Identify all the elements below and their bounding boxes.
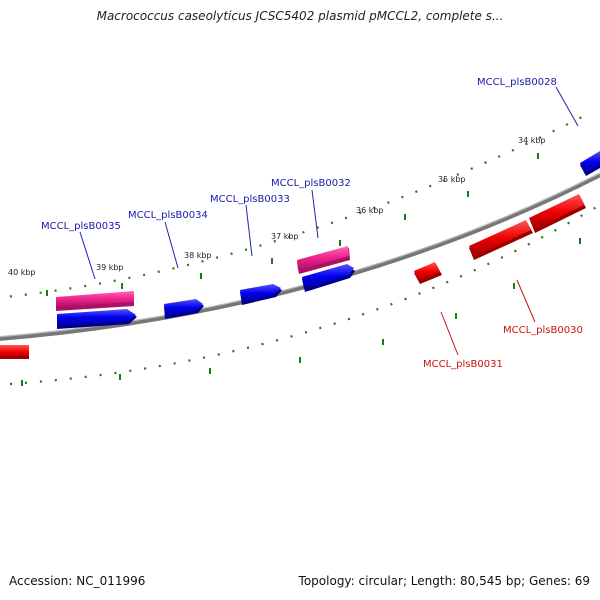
gene-red-left-edge-arrow — [0, 345, 29, 359]
scale-label-38kbp: 38 kbp — [184, 251, 212, 260]
gene-label-mccl-plsb0032: MCCL_plsB0032 — [271, 178, 351, 189]
label-connectors — [79, 86, 579, 356]
scale-label-36kbp: 36 kbp — [356, 206, 384, 215]
gene-label-mccl-plsb0034: MCCL_plsB0034 — [128, 210, 208, 221]
pink-feature-37kbp — [297, 246, 350, 274]
gene-label-mccl-plsb0028: MCCL_plsB0028 — [477, 77, 557, 88]
gene-mccl-plsb0035-arrow — [57, 309, 137, 329]
scale-label-37kbp: 37 kbp — [271, 232, 299, 241]
gene-mccl-plsb0033-arrow — [240, 284, 282, 305]
accession-text: Accession: NC_011996 — [9, 574, 146, 588]
inner-major-ticks — [21, 238, 581, 386]
gene-mccl-plsb0031-arrow — [414, 262, 442, 284]
gene-label-mccl-plsb0035: MCCL_plsB0035 — [41, 221, 121, 232]
scale-label-35kbp: 35 kbp — [438, 175, 466, 184]
topology-summary: Topology: circular; Length: 80,545 bp; G… — [298, 574, 590, 588]
gene-mccl-plsb0028-arrow — [580, 151, 600, 176]
gene-red-adjacent-arrow — [529, 194, 586, 233]
pink-feature-39kbp — [56, 291, 134, 311]
scale-label-39kbp: 39 kbp — [96, 263, 124, 272]
gene-mccl-plsb0034-arrow — [164, 299, 204, 319]
outer-tick-ring — [0, 112, 591, 299]
gene-mccl-plsb0030-arrow — [469, 220, 533, 260]
gene-label-mccl-plsb0030: MCCL_plsB0030 — [503, 325, 583, 336]
map-title: Macrococcus caseolyticus JCSC5402 plasmi… — [96, 9, 504, 23]
outer-major-ticks — [46, 153, 539, 296]
scale-label-34kbp: 34 kbp — [518, 136, 546, 145]
gene-label-mccl-plsb0031: MCCL_plsB0031 — [423, 359, 503, 370]
gene-mccl-plsb0032-arrow — [302, 264, 355, 292]
scale-label-40kbp: 40 kbp — [8, 268, 36, 277]
gene-label-mccl-plsb0033: MCCL_plsB0033 — [210, 194, 290, 205]
